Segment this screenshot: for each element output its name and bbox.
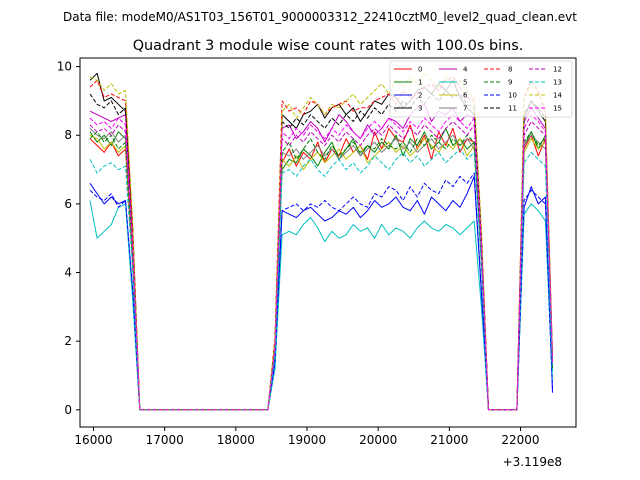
- legend-label-6: 6: [463, 92, 468, 100]
- legend-label-11: 11: [508, 105, 517, 113]
- legend-label-13: 13: [553, 79, 562, 87]
- series-line-15: [89, 114, 553, 411]
- x-tick-label-19000: 19000: [288, 433, 326, 447]
- legend-label-15: 15: [553, 105, 562, 113]
- series-line-9: [89, 131, 553, 411]
- x-tick-label-18000: 18000: [217, 433, 255, 447]
- legend-label-0: 0: [418, 66, 422, 74]
- series-line-13: [89, 148, 553, 411]
- legend-box: [389, 60, 573, 118]
- x-tick-label-22000: 22000: [501, 433, 539, 447]
- y-tick-label-2: 2: [64, 334, 72, 348]
- series-group: [89, 72, 553, 411]
- y-tick-label-10: 10: [57, 60, 72, 74]
- legend-label-7: 7: [463, 105, 467, 113]
- legend-label-9: 9: [508, 79, 512, 87]
- x-tick-label-21000: 21000: [430, 433, 468, 447]
- x-tick-label-17000: 17000: [146, 433, 184, 447]
- legend-label-5: 5: [463, 79, 467, 87]
- x-tick-label-20000: 20000: [359, 433, 397, 447]
- legend-label-12: 12: [553, 66, 562, 74]
- legend-label-8: 8: [508, 66, 512, 74]
- x-offset-label: +3.119e8: [503, 455, 562, 469]
- legend-label-10: 10: [508, 92, 517, 100]
- x-tick-label-16000: 16000: [74, 433, 112, 447]
- y-tick-label-8: 8: [64, 128, 72, 142]
- chart-suptitle: Data file: modeM0/AS1T03_156T01_90000033…: [63, 10, 577, 24]
- legend-label-1: 1: [418, 79, 422, 87]
- axes-frame: [79, 57, 577, 428]
- y-tick-label-6: 6: [64, 197, 72, 211]
- y-tick-label-0: 0: [64, 403, 72, 417]
- legend-label-2: 2: [418, 92, 422, 100]
- legend-label-3: 3: [418, 105, 422, 113]
- legend-label-4: 4: [463, 66, 468, 74]
- legend-label-14: 14: [553, 92, 562, 100]
- chart-title: Quadrant 3 module wise count rates with …: [133, 38, 524, 54]
- plot-area: 16000 17000 18000 19000 20000 21000 22000 0 2 4 6 8…: [57, 57, 577, 447]
- y-tick-label-4: 4: [64, 266, 72, 280]
